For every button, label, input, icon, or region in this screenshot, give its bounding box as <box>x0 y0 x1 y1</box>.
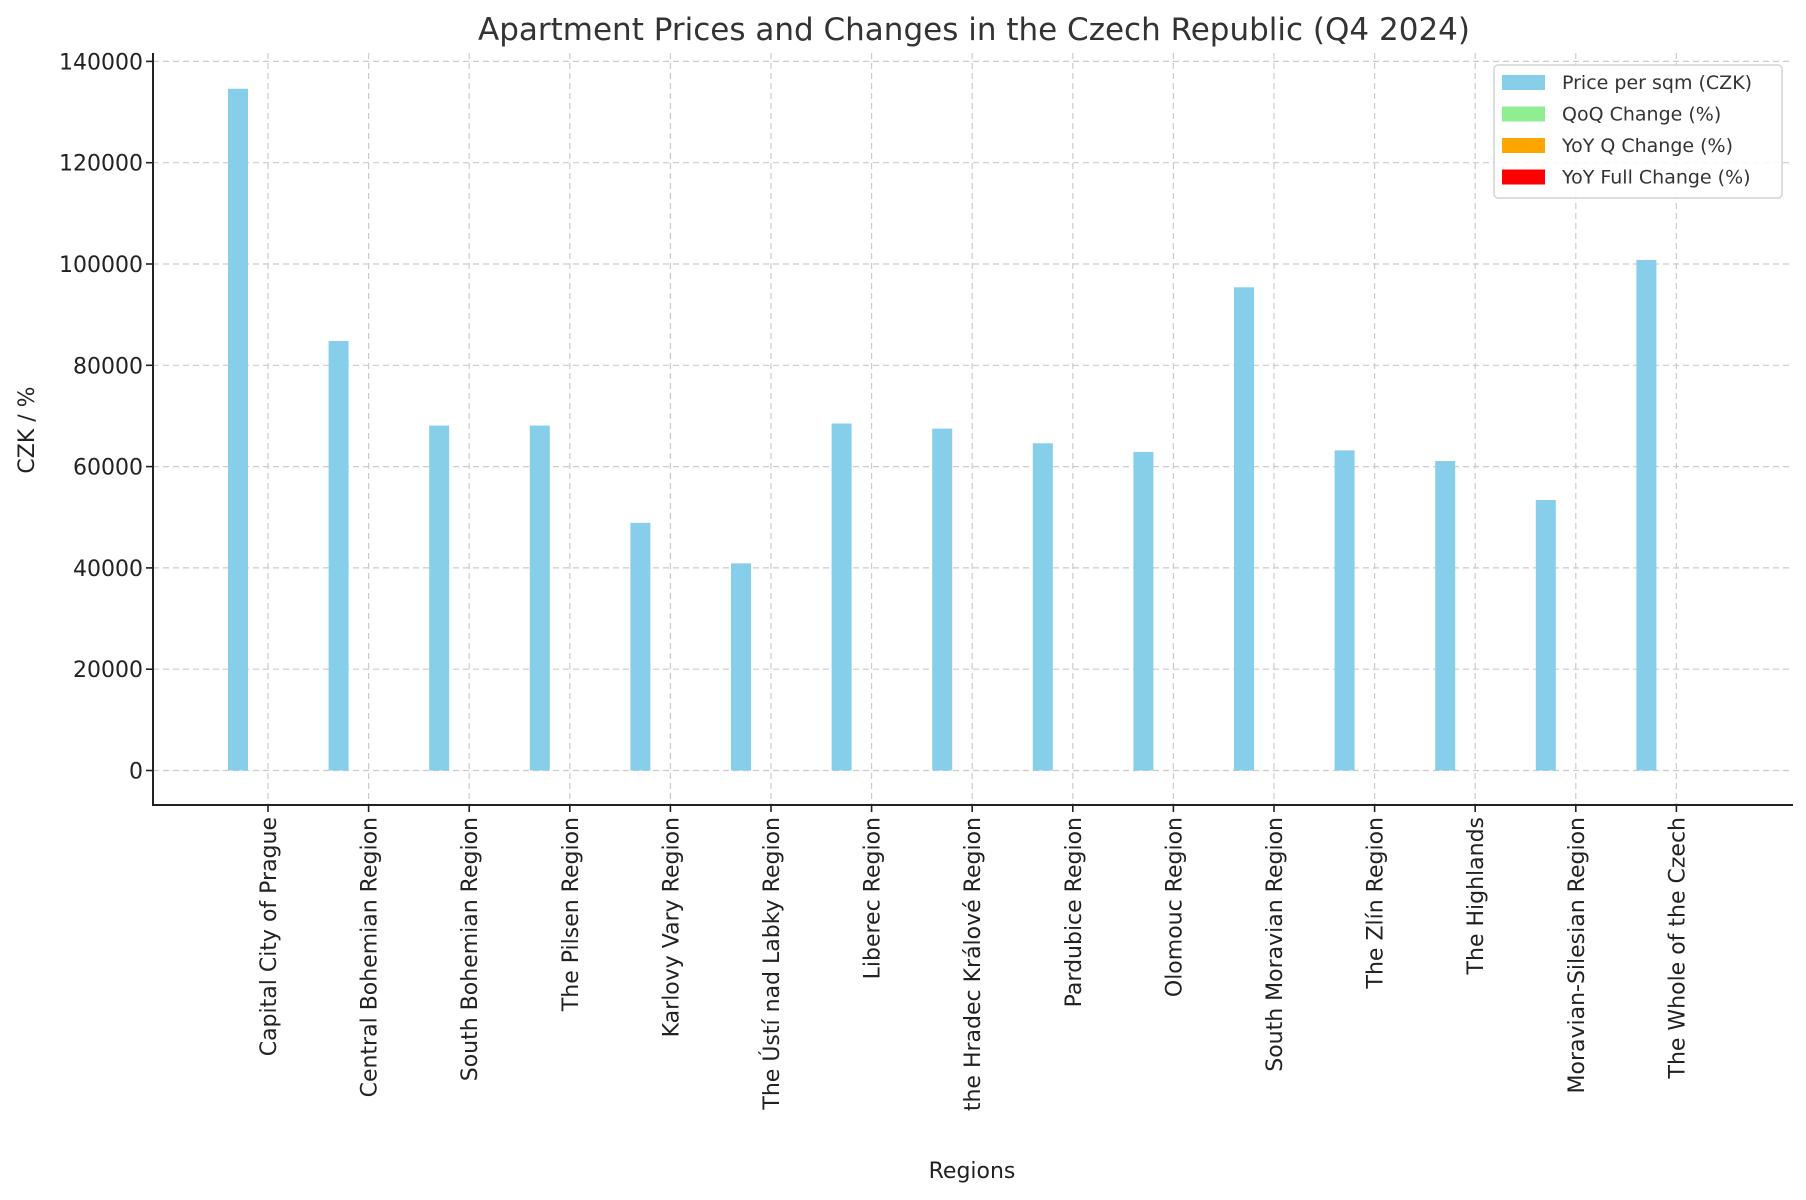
x-tick-label: South Moravian Region <box>1263 817 1288 1072</box>
x-tick-label: Central Bohemian Region <box>358 817 383 1097</box>
bar-price-per-sqm <box>1535 500 1556 771</box>
y-tick-label: 140000 <box>59 50 143 75</box>
bar-price-per-sqm <box>328 340 349 771</box>
x-tick-label: Pardubice Region <box>1062 817 1087 1007</box>
bar-price-per-sqm <box>1032 443 1053 771</box>
x-axis-label: Regions <box>929 1159 1016 1184</box>
chart-title: Apartment Prices and Changes in the Czec… <box>478 12 1470 48</box>
legend-box <box>1493 64 1783 199</box>
bar-price-per-sqm <box>1234 287 1254 771</box>
legend-swatch <box>1502 138 1545 153</box>
x-tick-label: the Hradec Králové Region <box>961 817 986 1111</box>
x-tick-label: The Highlands <box>1464 817 1489 975</box>
y-tick-label: 40000 <box>73 557 143 582</box>
legend-label: QoQ Change (%) <box>1562 104 1721 126</box>
bar-price-per-sqm <box>1334 450 1355 771</box>
legend-swatch <box>1502 106 1545 122</box>
x-tick-label: Moravian-Silesian Region <box>1565 817 1590 1094</box>
legend-label: YoY Full Change (%) <box>1561 167 1751 189</box>
y-ticks: 0 20000 40000 60000 80000 100000 120000 140000 <box>59 50 153 785</box>
bar-price-per-sqm <box>932 428 953 771</box>
bar-price-per-sqm <box>529 425 550 771</box>
legend-swatch <box>1502 169 1545 185</box>
bar-price-per-sqm <box>731 563 751 771</box>
legend-swatch <box>1502 75 1545 90</box>
x-tick-label: The Zlín Region <box>1364 817 1389 989</box>
x-tick-label: Capital City of Prague <box>257 817 282 1056</box>
x-tick-label: Olomouc Region <box>1162 817 1187 997</box>
bar-price-per-sqm <box>1636 259 1657 771</box>
x-tick-label: Liberec Region <box>861 817 886 979</box>
legend: Price per sqm (CZK) QoQ Change (%) YoY Q C… <box>1493 64 1783 199</box>
x-ticks: Capital City of Prague Central Bohemian R… <box>257 805 1690 1111</box>
y-tick-label: 100000 <box>59 253 143 278</box>
bar-price-per-sqm <box>429 425 450 771</box>
y-tick-label: 80000 <box>73 354 143 379</box>
bars <box>228 88 1657 771</box>
bar-price-per-sqm <box>1435 461 1456 771</box>
x-tick-label: The Whole of the Czech <box>1665 817 1690 1080</box>
bar-price-per-sqm <box>228 88 248 771</box>
y-tick-label: 20000 <box>73 658 143 683</box>
x-tick-label: The Ústí nad Labky Region <box>759 817 785 1111</box>
bar-price-per-sqm <box>630 522 651 771</box>
legend-label: YoY Q Change (%) <box>1561 135 1733 157</box>
x-tick-label: The Pilsen Region <box>559 817 584 1012</box>
y-tick-label: 60000 <box>73 456 143 481</box>
bar-price-per-sqm <box>831 423 852 771</box>
legend-label: Price per sqm (CZK) <box>1562 72 1752 94</box>
y-axis-label: CZK / % <box>15 386 40 473</box>
y-tick-label: 120000 <box>59 152 143 177</box>
x-tick-label: Karlovy Vary Region <box>659 817 684 1037</box>
y-tick-label: 0 <box>129 760 143 785</box>
x-tick-label: South Bohemian Region <box>458 817 483 1081</box>
bar-price-per-sqm <box>1133 451 1154 771</box>
